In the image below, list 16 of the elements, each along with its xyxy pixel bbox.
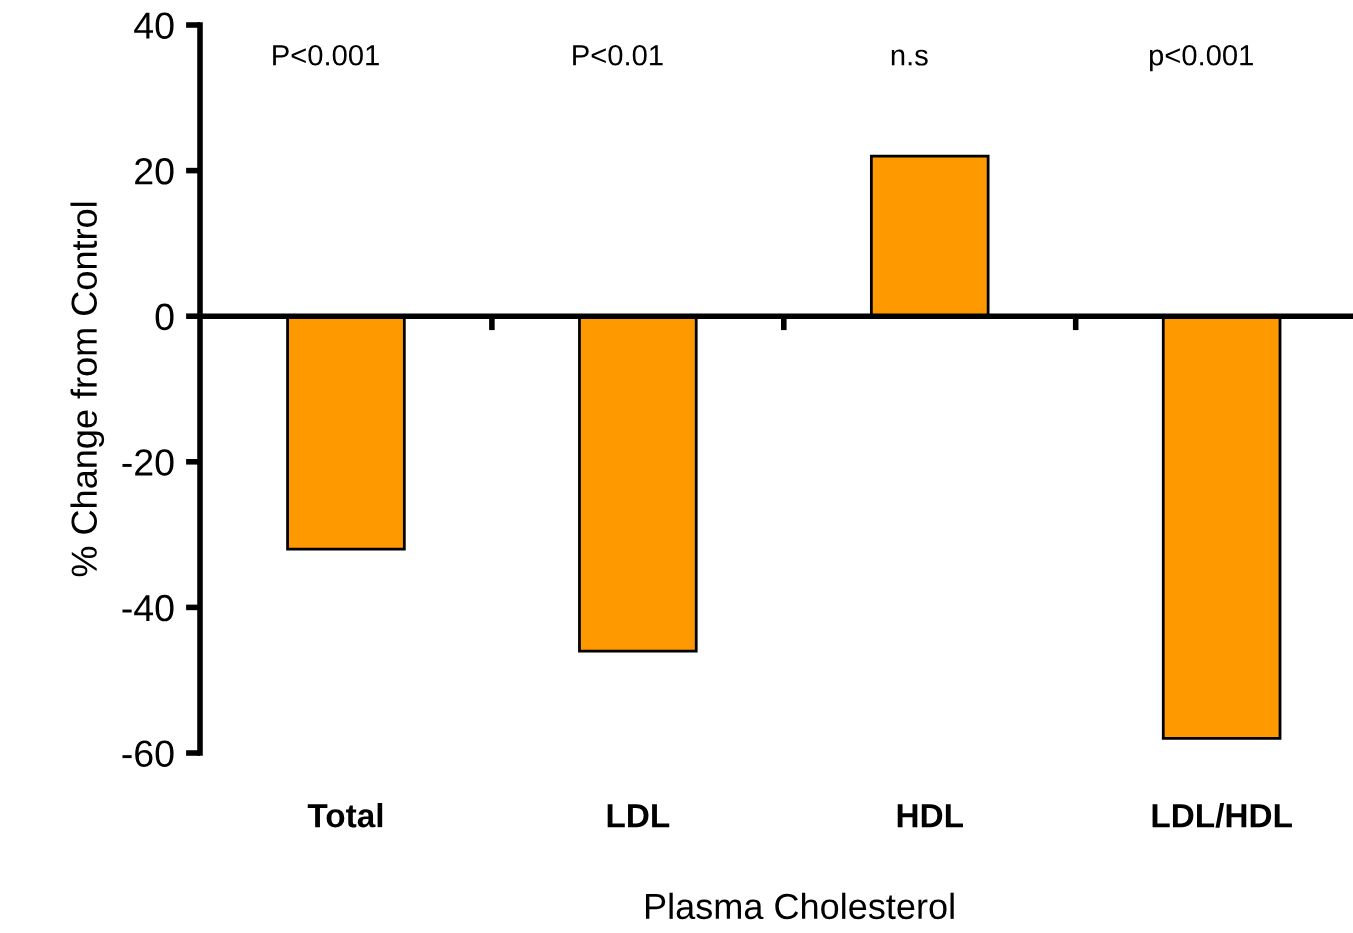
y-axis-title: % Change from Control — [70, 202, 105, 577]
y-tick-label: 0 — [155, 303, 174, 331]
annotation: P<0.01 — [573, 44, 663, 66]
x-tick-label: Total — [307, 802, 383, 828]
annotation: P<0.001 — [273, 44, 379, 66]
y-tick-label: 20 — [135, 158, 174, 185]
y-tick-label: 40 — [134, 12, 174, 39]
annotation: n.s — [891, 49, 928, 66]
y-tick-label: -60 — [122, 740, 174, 767]
x-tick-label: LDL — [607, 804, 670, 828]
x-axis-title: Plasma Cholesterol — [645, 892, 954, 920]
x-tick-label: LDL/HDL — [1152, 802, 1292, 828]
annotation: p<0.001 — [1149, 44, 1253, 72]
x-tick-label: HDL — [897, 804, 963, 828]
y-tick-label: -40 — [122, 594, 174, 622]
y-tick-label: -20 — [122, 449, 174, 476]
